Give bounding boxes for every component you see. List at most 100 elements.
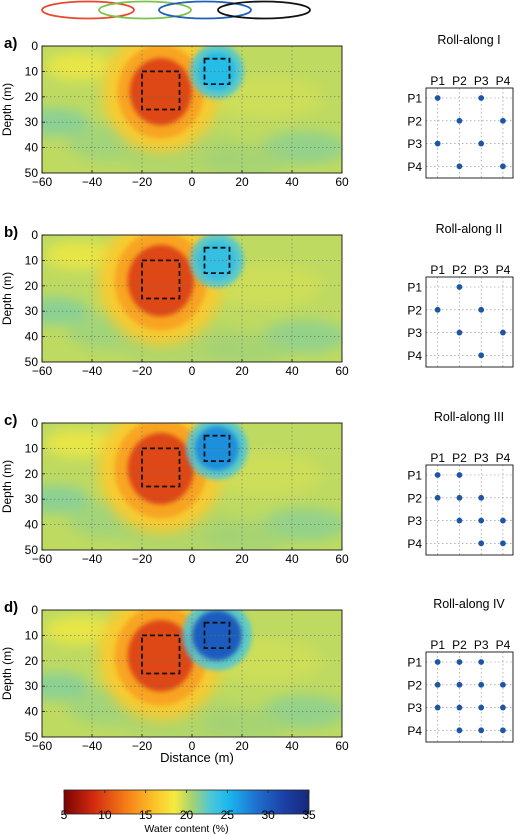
header-loops	[41, 0, 311, 20]
roll-along-dot-2-1	[434, 494, 441, 501]
heterogeneity-blob-8	[205, 707, 289, 737]
roll-along-dot-3-3	[478, 140, 485, 147]
x-tick-label: 20	[235, 175, 249, 189]
grid-lines	[42, 235, 342, 362]
roll-along-dot-3-1	[434, 704, 441, 711]
roll-along-dot-1-1	[434, 659, 441, 665]
roll-along-dot-4-2	[456, 727, 463, 734]
roll-along-row-header: P4	[407, 537, 422, 551]
panel-2: b) −60 −40 −20 0 20 40 60 0 10 20 30 40 50 Depth (m) Ro…	[0, 222, 514, 378]
x-tick-label: 60	[335, 175, 349, 189]
x-tick-label: 0	[189, 552, 196, 566]
y-tick-label: 10	[25, 441, 39, 455]
roll-along-frame	[425, 87, 514, 179]
roll-along-dot-2-2	[456, 494, 463, 501]
roll-along-col-header: P1	[430, 451, 445, 465]
roll-along-dot-3-4	[500, 329, 506, 336]
roll-along-dot-3-1	[434, 140, 441, 147]
roll-along-dot-4-4	[500, 540, 506, 547]
x-tick-label: 40	[285, 739, 299, 753]
water-content-field	[42, 423, 342, 550]
heterogeneity-blob-1	[44, 241, 115, 270]
y-tick-label: 20	[25, 467, 39, 481]
roll-along-dot-2-3	[478, 306, 485, 313]
roll-along-matrix: Roll-along IV P1 P2 P3 P4 P1 P2 P3 P4	[407, 597, 514, 743]
roll-along-title: Roll-along II	[436, 222, 503, 236]
x-tick-label: −20	[132, 552, 153, 566]
roll-along-dot-4-4	[500, 727, 506, 734]
heterogeneity-blob-7	[42, 485, 90, 514]
x-tick-label: 40	[285, 552, 299, 566]
roll-along-dot-3-4	[500, 517, 506, 524]
roll-along-row-header: P2	[407, 303, 422, 317]
roll-along-col-header: P2	[452, 451, 467, 465]
roll-along-col-header: P2	[452, 263, 467, 277]
roll-along-row-header: P2	[407, 491, 422, 505]
y-tick-label: 0	[31, 416, 38, 430]
x-tick-label: −20	[132, 175, 153, 189]
roll-along-col-header: P4	[496, 263, 511, 277]
x-tick-label: 20	[235, 739, 249, 753]
roll-along-grid	[426, 88, 513, 178]
wet-core	[195, 426, 239, 471]
roll-along-col-header: P4	[496, 74, 511, 88]
panel-label: c)	[4, 412, 17, 429]
roll-along-dot-2-4	[500, 117, 506, 124]
roll-along-row-header: P1	[407, 656, 422, 670]
x-tick-label: −40	[82, 739, 103, 753]
roll-along-dot-4-3	[478, 352, 485, 359]
x-tick-label: −40	[82, 364, 103, 378]
anomaly-box-wet	[203, 621, 231, 650]
roll-along-frame	[425, 464, 514, 556]
y-tick-label: 30	[25, 115, 39, 129]
y-tick-label: 30	[25, 492, 39, 506]
colorbar-ticks: 5 10 15 20 25 30 35	[61, 790, 316, 822]
water-content-field	[42, 46, 342, 173]
roll-along-col-header: P2	[452, 638, 467, 652]
roll-along-matrix: Roll-along II P1 P2 P3 P4 P1 P2 P3 P4	[407, 222, 514, 368]
anomaly-box-dry	[141, 634, 181, 675]
x-tick-label: 60	[335, 552, 349, 566]
roll-along-dot-2-2	[456, 117, 463, 124]
header-loop-3	[158, 0, 252, 20]
wet-core	[197, 51, 237, 91]
y-tick-label: 0	[31, 603, 38, 617]
roll-along-dot-3-2	[456, 517, 463, 524]
colorbar-tick-label: 15	[139, 808, 153, 822]
roll-along-title: Roll-along I	[437, 33, 500, 47]
y-tick-label: 10	[25, 253, 39, 267]
y-tick-label: 0	[31, 228, 38, 242]
heterogeneity-blob-7	[42, 672, 90, 701]
header-loop-4	[217, 0, 311, 20]
roll-along-dot-2-1	[434, 306, 441, 313]
x-tick-label: 0	[189, 739, 196, 753]
roll-along-dot-4-3	[478, 727, 485, 734]
roll-along-row-header: P3	[407, 326, 422, 340]
colorbar-tick-label: 30	[261, 808, 275, 822]
colorbar-tick-label: 20	[180, 808, 194, 822]
heterogeneity-blob-8	[205, 332, 289, 362]
wet-core	[197, 240, 237, 280]
roll-along-dot-2-3	[478, 681, 485, 688]
roll-along-dot-1-1	[434, 472, 441, 478]
anomaly-box-wet	[203, 246, 231, 274]
y-tick-label: 50	[25, 543, 39, 557]
grid-lines	[42, 610, 342, 737]
roll-along-dot-1-2	[456, 659, 463, 665]
grid-lines	[42, 423, 342, 550]
roll-along-dot-1-3	[478, 659, 485, 665]
roll-along-row-header: P4	[407, 160, 422, 174]
y-tick-label: 20	[25, 279, 39, 293]
roll-along-col-header: P3	[474, 263, 489, 277]
anomaly-box-dry	[141, 447, 181, 488]
y-tick-label: 40	[25, 518, 39, 532]
anomaly-box-dry	[141, 259, 181, 300]
roll-along-dot-4-4	[500, 163, 506, 170]
roll-along-dot-2-1	[434, 681, 441, 688]
panel-3: c) −60 −40 −20 0 20 40 60 0 10 20 30 40 50 Depth (m) Ro…	[0, 410, 514, 566]
x-tick-label: −20	[132, 739, 153, 753]
roll-along-row-header: P1	[407, 281, 422, 295]
dry-core	[127, 432, 194, 505]
y-tick-label: 40	[25, 141, 39, 155]
y-tick-label: 40	[25, 705, 39, 719]
